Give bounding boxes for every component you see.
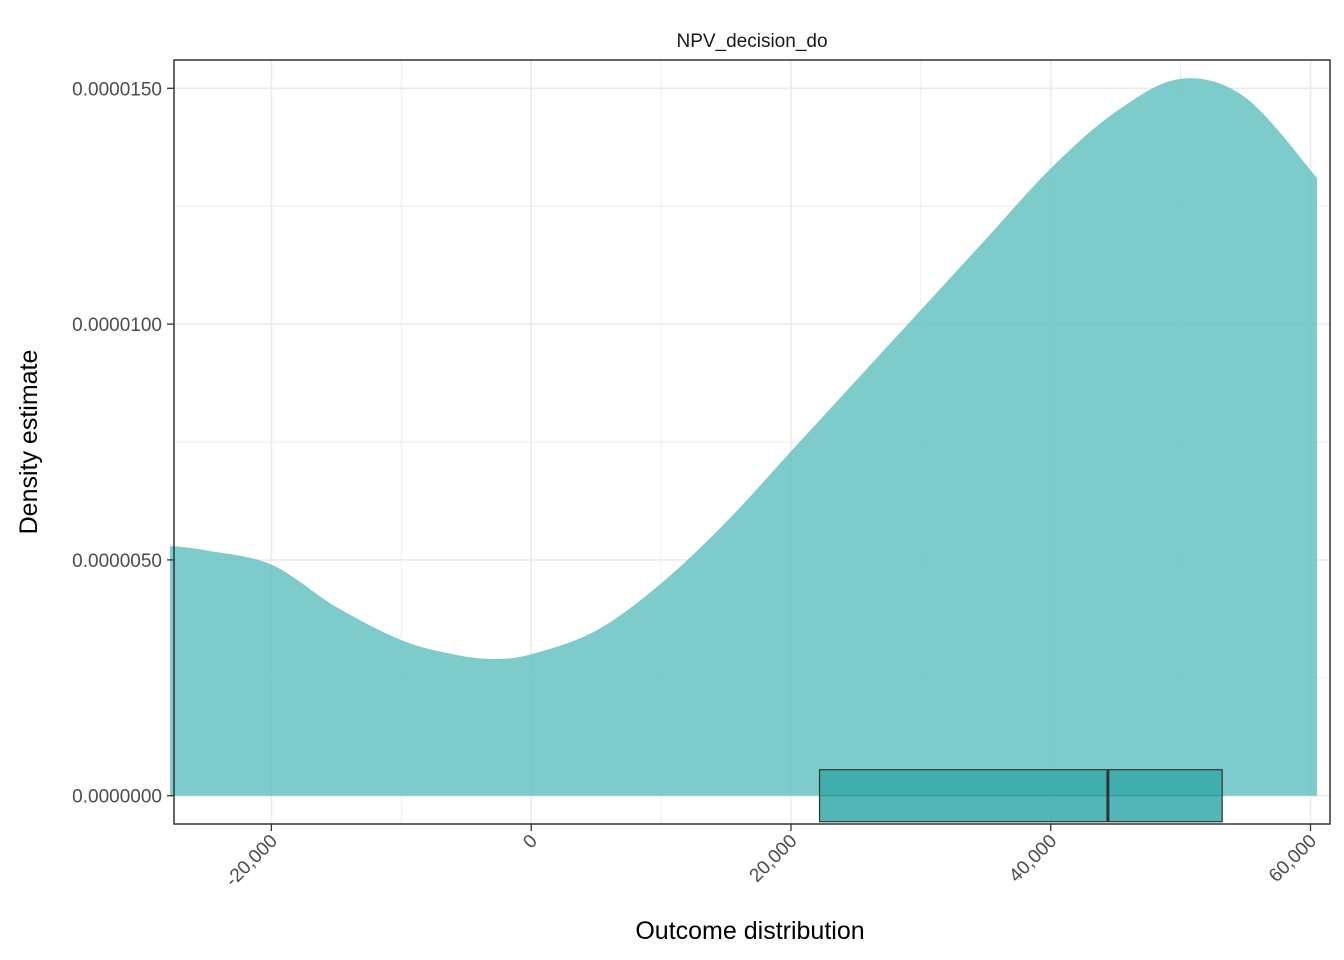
x-tick-label: -20,000 [222,831,282,891]
plot-border [173,59,1331,825]
y-axis: 0.0000000 0.0000050 0.0000100 0.0000150 [72,79,174,808]
x-tick-label: 20,000 [746,831,802,887]
y-tick-label: 0.0000000 [72,787,162,808]
x-axis: -20,000 0 20,000 40,000 60,000 [222,824,1321,891]
x-tick-label: 40,000 [1005,831,1061,887]
density-area [170,78,1318,796]
x-axis-title: Outcome distribution [635,917,864,945]
y-tick-label: 0.0000050 [72,551,162,572]
y-tick-label: 0.0000100 [72,315,162,336]
x-tick-label: 0 [519,831,541,853]
y-tick-label: 0.0000150 [72,79,162,100]
boxplot [818,769,1223,823]
y-axis-title: Density estimate [15,350,43,535]
x-tick-label: 60,000 [1265,831,1321,887]
box-iqr [818,769,1223,823]
facet-title: NPV_decision_do [676,31,827,52]
